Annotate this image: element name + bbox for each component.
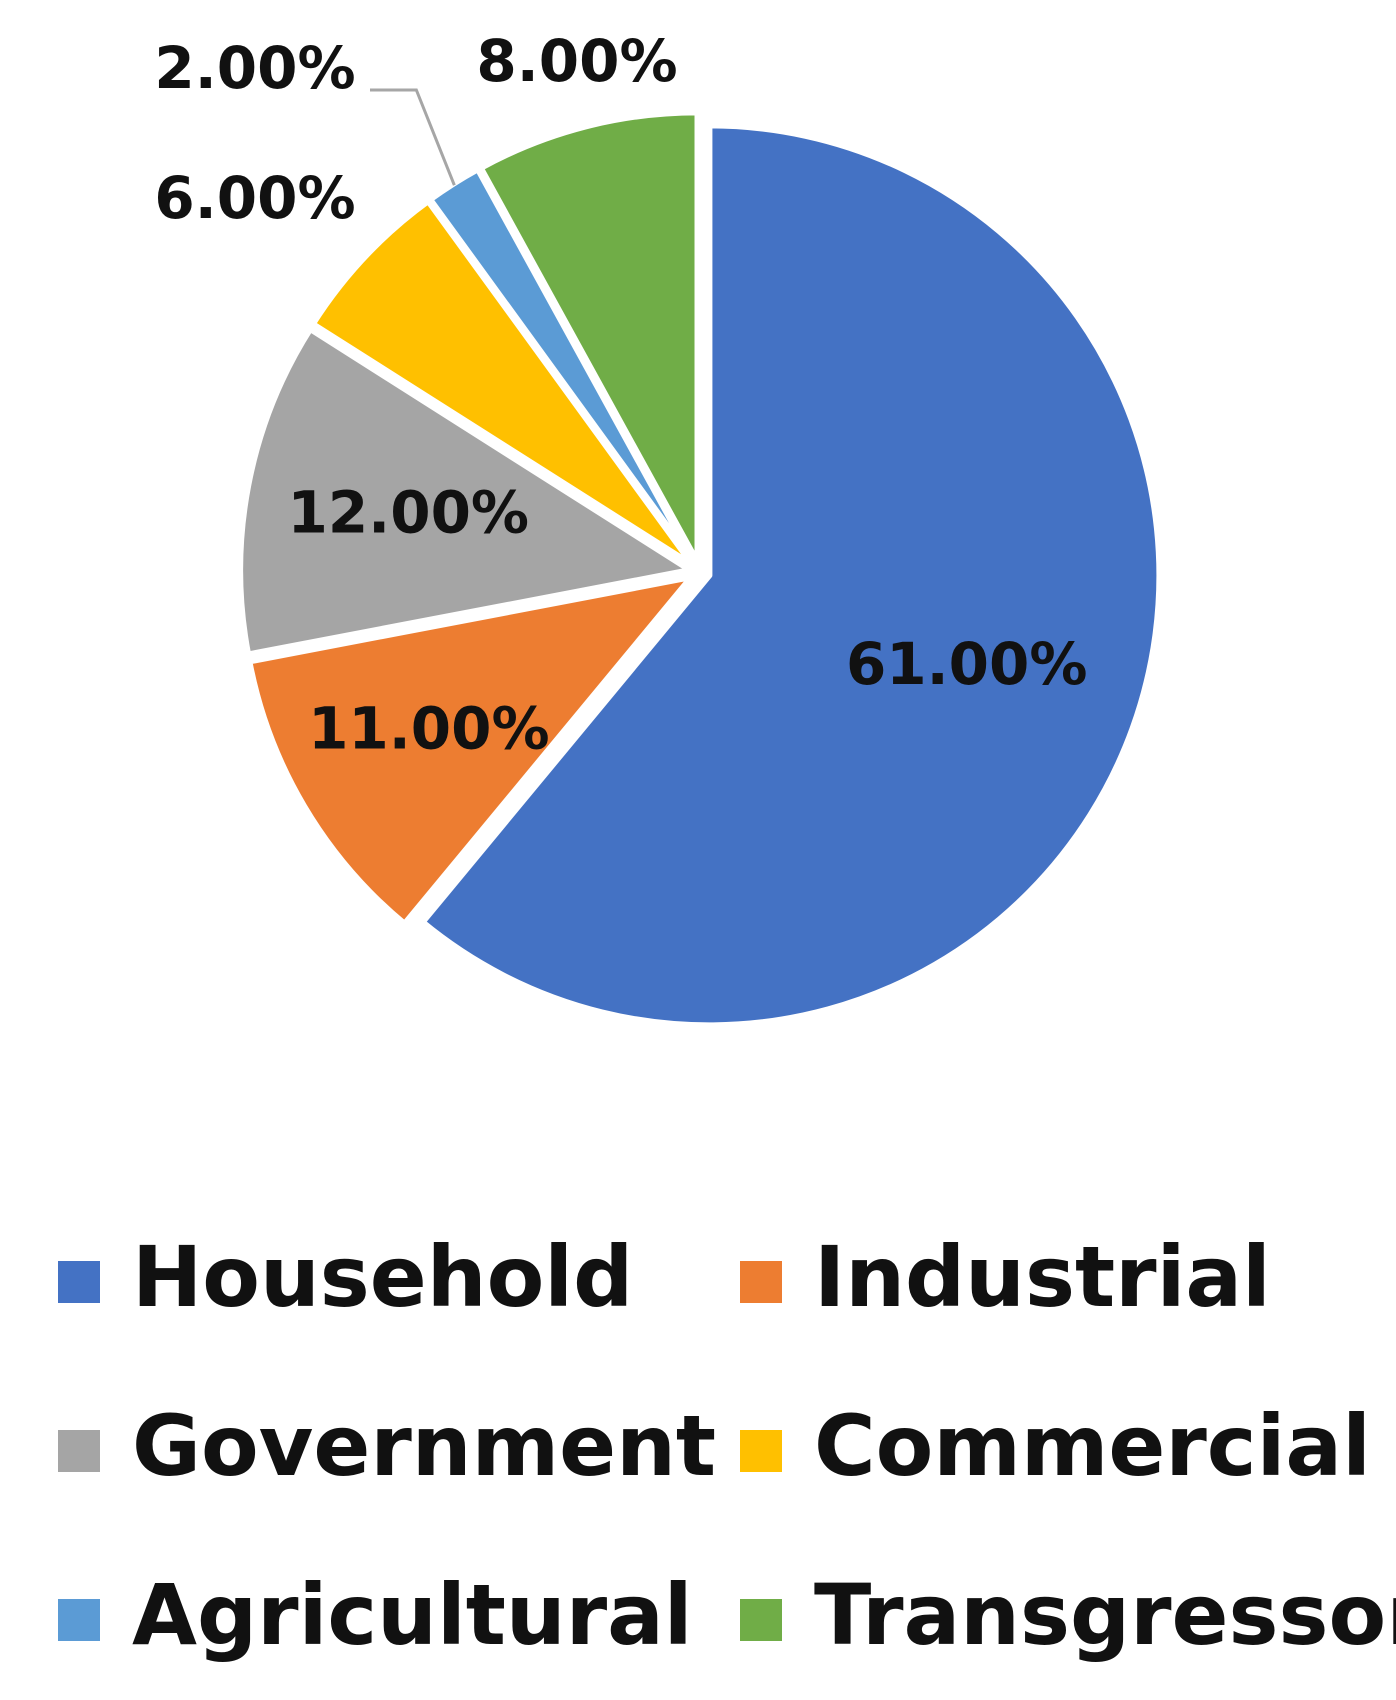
legend-label-commercial: Commercial	[814, 1397, 1371, 1495]
legend-label-transgressors: Transgressors	[814, 1566, 1396, 1664]
leader-lines	[370, 88, 456, 186]
legend-swatch-transgressors	[740, 1599, 782, 1641]
legend-label-household: Household	[132, 1228, 633, 1326]
legend-label-agricultural: Agricultural	[132, 1566, 693, 1664]
legend-swatch-government	[58, 1430, 100, 1472]
pie-slices	[237, 109, 1163, 1029]
data-label-industrial: 11.00%	[308, 694, 550, 762]
pie-slice-government	[237, 326, 694, 658]
data-label-agricultural: 2.00%	[154, 34, 355, 102]
pie-slice-commercial	[309, 198, 696, 569]
data-label-government: 12.00%	[287, 478, 529, 546]
legend-swatch-commercial	[740, 1430, 782, 1472]
leader-line-agricultural	[370, 88, 456, 186]
legend-label-government: Government	[132, 1397, 716, 1495]
legend: Household Industrial Government Commercial A…	[58, 1228, 1396, 1664]
pie-slice-industrial	[246, 574, 695, 927]
legend-swatch-agricultural	[58, 1599, 100, 1641]
legend-swatch-household	[58, 1261, 100, 1303]
data-label-commercial: 6.00%	[154, 164, 355, 232]
data-label-transgressors: 8.00%	[476, 27, 677, 95]
legend-label-industrial: Industrial	[814, 1228, 1271, 1326]
legend-swatch-industrial	[740, 1261, 782, 1303]
data-labels: 61.00% 11.00% 12.00% 6.00% 2.00% 8.00%	[154, 27, 1087, 762]
pie-slice-transgressors	[477, 109, 701, 566]
pie-slice-household	[419, 122, 1163, 1029]
data-label-household: 61.00%	[846, 630, 1088, 698]
